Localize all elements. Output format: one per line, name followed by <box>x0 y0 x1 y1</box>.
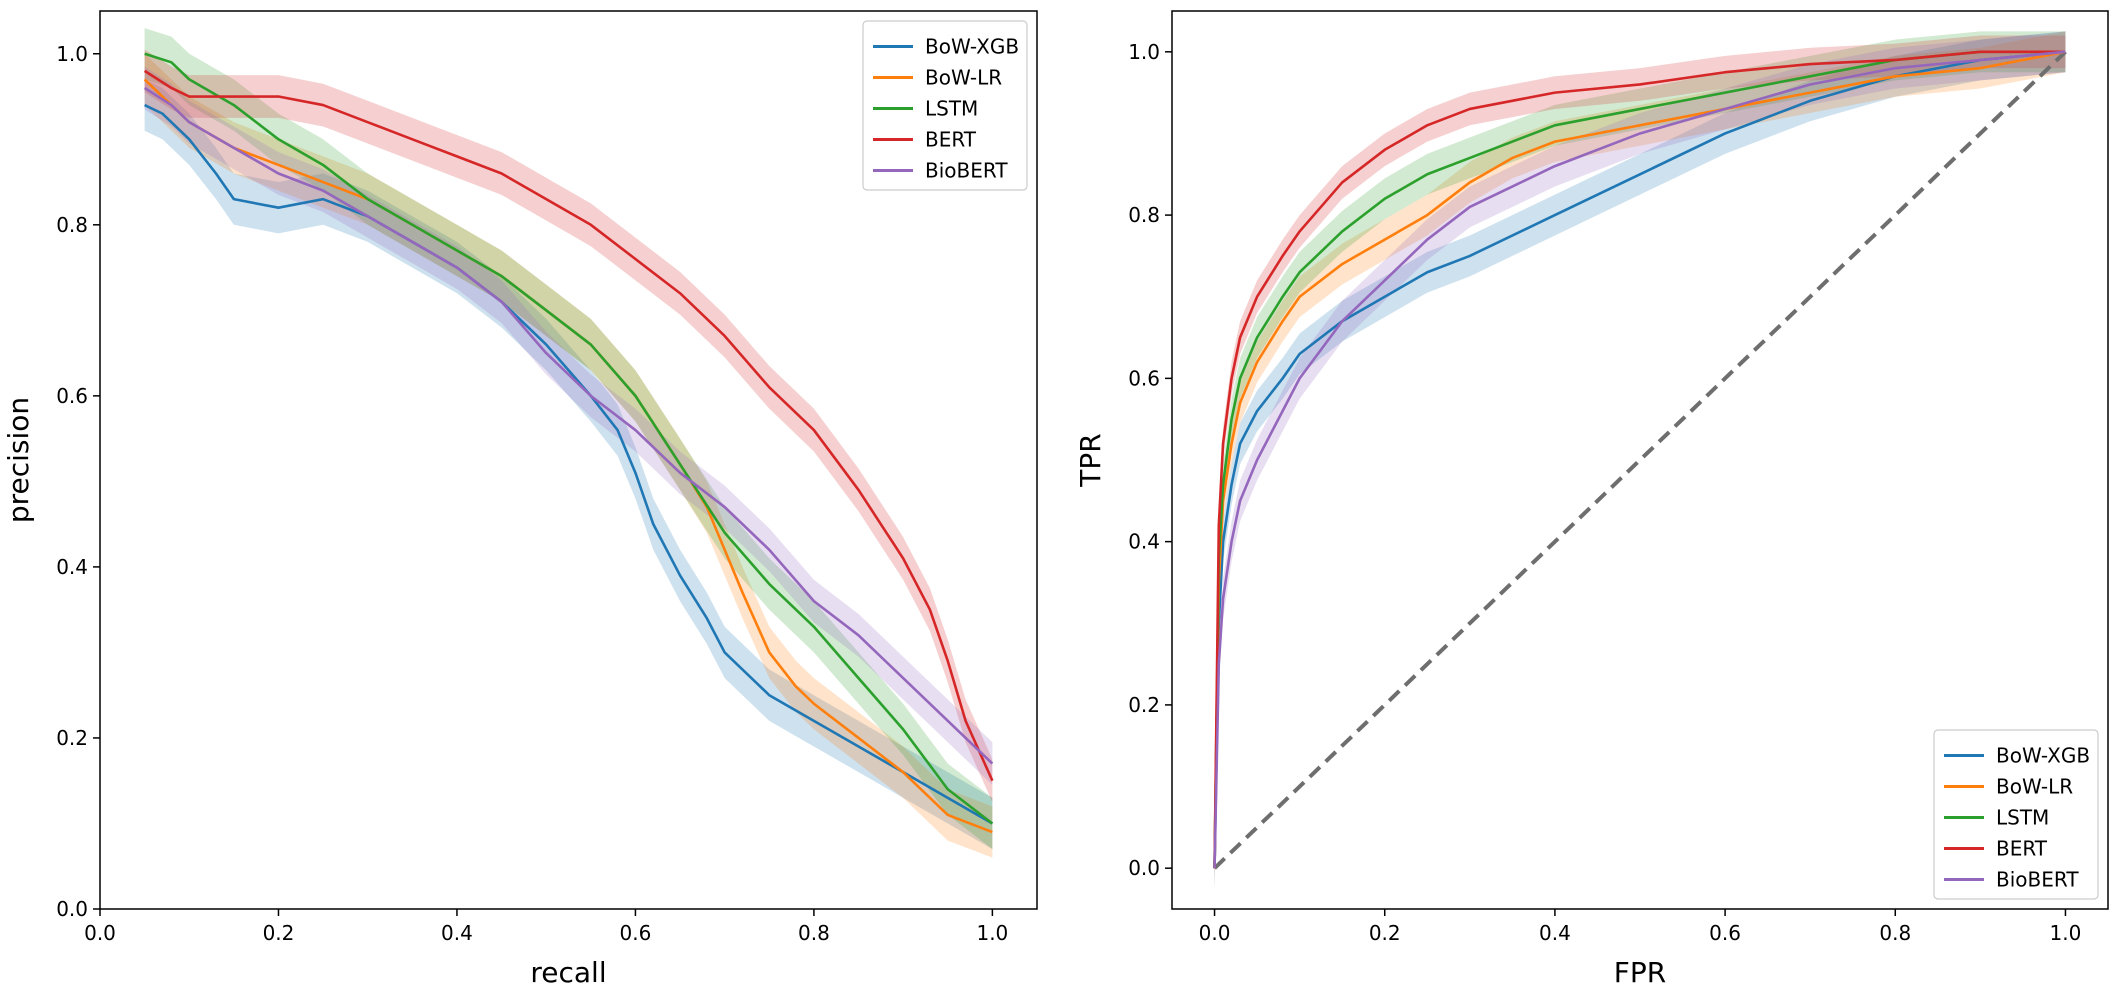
pr-y-ticks: 0.0 0.2 0.4 0.6 0.8 1.0 <box>56 42 100 921</box>
x-tick-label: 0.0 <box>1199 921 1231 945</box>
legend-label-biobert: BioBERT <box>1996 868 2079 892</box>
x-tick-label: 0.8 <box>1879 921 1911 945</box>
legend-label-bow-xgb: BoW-XGB <box>925 35 1019 59</box>
legend-label-bow-lr: BoW-LR <box>1996 775 2073 799</box>
line-biobert <box>143 86 994 765</box>
roc-series-lines <box>1213 50 2067 870</box>
line-lstm <box>1213 50 2066 869</box>
x-tick-label: 1.0 <box>976 921 1008 945</box>
pr-x-axis-label: recall <box>530 956 606 989</box>
band-bert <box>144 49 993 803</box>
roc-x-ticks: 0.0 0.2 0.4 0.6 0.8 1.0 <box>1199 909 2082 945</box>
x-tick-label: 0.4 <box>441 921 473 945</box>
legend-label-biobert: BioBERT <box>925 159 1008 183</box>
line-bert <box>143 69 994 782</box>
roc-legend: BoW-XGB BoW-LR LSTM BERT BioBERT <box>1933 729 2099 900</box>
roc-y-axis-label: TPR <box>1074 433 1107 487</box>
roc-panel: 0.0 0.2 0.4 0.6 0.8 1.0 0.0 0.2 0.4 0.6 0.8 1.0 FP… <box>1074 10 2109 989</box>
y-tick-label: 0.8 <box>56 213 88 237</box>
line-bow-xgb <box>1213 50 2066 869</box>
band-bow-lr <box>144 53 993 858</box>
band-bow-xgb <box>144 79 993 850</box>
band-biobert <box>144 66 993 785</box>
band-biobert <box>1214 31 2066 889</box>
pr-plot-frame <box>99 10 1038 910</box>
pr-legend: BoW-XGB BoW-LR LSTM BERT BioBERT <box>862 20 1028 191</box>
line-bow-xgb <box>144 103 994 825</box>
pr-confidence-bands <box>144 28 993 858</box>
x-tick-label: 0.8 <box>798 921 830 945</box>
band-lstm <box>144 28 993 850</box>
legend-label-bert: BERT <box>925 128 977 152</box>
legend-label-lstm: LSTM <box>925 97 978 121</box>
legend-label-lstm: LSTM <box>1996 806 2049 830</box>
y-tick-label: 0.6 <box>56 384 88 408</box>
y-tick-label: 1.0 <box>56 42 88 66</box>
x-tick-label: 0.6 <box>620 921 652 945</box>
x-tick-label: 0.0 <box>84 921 116 945</box>
legend-label-bow-xgb: BoW-XGB <box>1996 744 2090 768</box>
x-tick-label: 0.6 <box>1709 921 1741 945</box>
y-tick-label: 0.4 <box>56 555 88 579</box>
y-tick-label: 0.2 <box>56 726 88 750</box>
x-tick-label: 0.2 <box>1369 921 1401 945</box>
y-tick-label: 0.0 <box>1128 856 1160 880</box>
roc-plot-frame <box>1171 10 2109 910</box>
legend-label-bert: BERT <box>1996 837 2048 861</box>
y-tick-label: 0.6 <box>1128 366 1160 390</box>
roc-y-ticks: 0.0 0.2 0.4 0.6 0.8 1.0 <box>1128 40 1172 880</box>
pr-series-lines <box>143 52 994 834</box>
y-tick-label: 0.8 <box>1128 203 1160 227</box>
line-bert <box>1213 50 2066 869</box>
pr-y-axis-label: precision <box>2 397 35 523</box>
legend-box <box>1933 729 2099 900</box>
legend-label-bow-lr: BoW-LR <box>925 66 1002 90</box>
legend-box <box>862 20 1028 191</box>
line-lstm <box>144 52 994 825</box>
y-tick-label: 1.0 <box>1128 40 1160 64</box>
line-biobert <box>1213 50 2066 869</box>
precision-recall-panel: 0.0 0.2 0.4 0.6 0.8 1.0 0.0 0.2 0.4 0.6 0.8 1.0 re… <box>2 10 1038 989</box>
pr-x-ticks: 0.0 0.2 0.4 0.6 0.8 1.0 <box>84 909 1008 945</box>
x-tick-label: 0.2 <box>263 921 295 945</box>
y-tick-label: 0.2 <box>1128 693 1160 717</box>
y-tick-label: 0.0 <box>56 897 88 921</box>
roc-x-axis-label: FPR <box>1614 956 1666 989</box>
y-tick-label: 0.4 <box>1128 530 1160 554</box>
x-tick-label: 0.4 <box>1539 921 1571 945</box>
roc-confidence-bands <box>1214 31 2066 889</box>
x-tick-label: 1.0 <box>2050 921 2082 945</box>
line-bow-lr <box>1213 50 2066 869</box>
